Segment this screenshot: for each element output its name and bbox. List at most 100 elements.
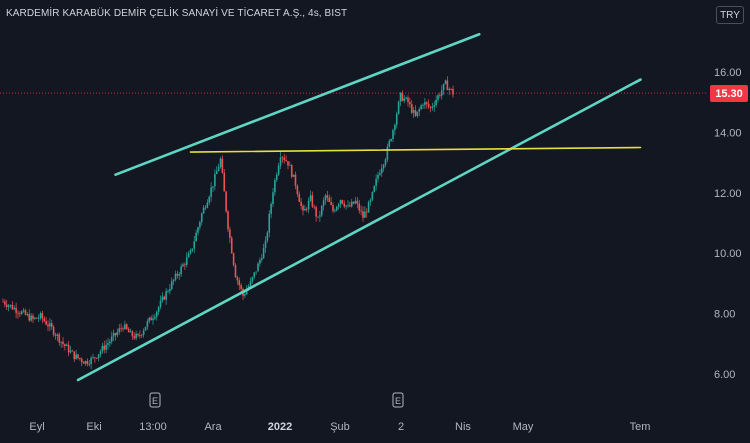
candle	[401, 90, 404, 102]
candle	[197, 226, 199, 236]
candle	[17, 310, 19, 319]
time-axis[interactable]: Eyl Eki 13:00 Ara 2022 Şub 2 Nis May Tem	[29, 421, 650, 433]
upper-channel-line[interactable]	[114, 32, 481, 176]
candle	[110, 331, 113, 345]
candlestick-series[interactable]	[2, 76, 454, 370]
candle	[409, 97, 411, 108]
candle	[345, 205, 347, 210]
candle	[11, 301, 14, 311]
candle	[49, 318, 51, 332]
candle	[225, 190, 227, 214]
candle	[437, 93, 439, 103]
candle	[199, 220, 201, 231]
candle	[206, 199, 209, 209]
candle	[131, 330, 134, 340]
candle	[298, 191, 301, 203]
price-tick-label: 14.00	[714, 127, 742, 139]
candle	[47, 320, 49, 332]
candle	[375, 174, 377, 191]
candle	[137, 332, 139, 338]
price-axis[interactable]: 6.00 8.00 10.00 12.00 14.00 16.00	[714, 67, 742, 381]
candle	[60, 341, 62, 348]
candle	[94, 356, 96, 363]
candle	[358, 199, 361, 214]
currency-button[interactable]: TRY	[716, 6, 744, 24]
candle	[320, 204, 323, 218]
candle	[360, 205, 362, 216]
horizontal-resistance-line[interactable]	[189, 146, 642, 153]
candle	[58, 332, 61, 346]
candle	[397, 100, 400, 115]
candle	[369, 198, 372, 206]
candle	[65, 343, 68, 347]
candle	[9, 304, 12, 309]
candle	[152, 314, 154, 325]
earnings-marker[interactable]: E	[149, 392, 161, 408]
candle	[26, 312, 29, 317]
candle	[290, 164, 293, 179]
price-tick-label: 8.00	[714, 309, 735, 321]
trend-drawings[interactable]	[76, 32, 642, 382]
candle	[15, 302, 17, 319]
candle	[144, 326, 147, 331]
candle	[356, 196, 359, 209]
candle	[62, 336, 64, 348]
candle	[343, 200, 346, 209]
candle	[120, 323, 122, 333]
candle	[155, 310, 158, 321]
candle	[431, 102, 434, 111]
candle	[34, 316, 36, 321]
candle	[56, 333, 59, 342]
candle	[255, 271, 257, 275]
candle	[174, 270, 177, 282]
candle	[139, 330, 141, 339]
candle	[232, 252, 235, 267]
candle	[377, 171, 379, 183]
candle	[414, 105, 417, 117]
candle	[150, 315, 152, 321]
candle	[129, 328, 132, 333]
candle	[425, 101, 428, 109]
candle	[275, 172, 278, 183]
candle	[424, 97, 426, 109]
candle	[107, 337, 109, 350]
candle	[234, 263, 237, 278]
candle	[332, 202, 334, 214]
candle	[279, 151, 282, 170]
candle	[223, 168, 226, 192]
lower-channel-line[interactable]	[76, 78, 642, 382]
earnings-marker[interactable]: E	[392, 392, 404, 408]
candle	[180, 263, 182, 278]
candle	[450, 88, 452, 91]
candle	[41, 310, 44, 324]
candle	[435, 95, 437, 108]
candle	[221, 155, 224, 174]
candle	[77, 354, 79, 360]
candle	[309, 190, 312, 202]
candle	[178, 272, 181, 281]
candle	[212, 186, 214, 193]
candle	[302, 204, 304, 216]
candle	[328, 194, 331, 203]
candle	[326, 190, 329, 202]
candle	[35, 317, 38, 319]
candle	[124, 320, 126, 330]
candle	[264, 236, 267, 253]
candle	[80, 357, 83, 367]
candle	[122, 326, 124, 332]
candle	[305, 207, 308, 212]
candle	[140, 333, 143, 339]
price-tick-label: 12.00	[714, 188, 742, 200]
candle	[64, 343, 66, 351]
candle	[379, 169, 381, 176]
candle	[5, 299, 8, 311]
candle	[163, 295, 166, 301]
candle	[253, 272, 256, 280]
candle	[214, 169, 216, 191]
candle	[259, 257, 261, 267]
candle	[92, 353, 94, 360]
candle	[101, 342, 104, 354]
candle	[307, 197, 310, 214]
time-tick-label: Eki	[86, 421, 101, 433]
